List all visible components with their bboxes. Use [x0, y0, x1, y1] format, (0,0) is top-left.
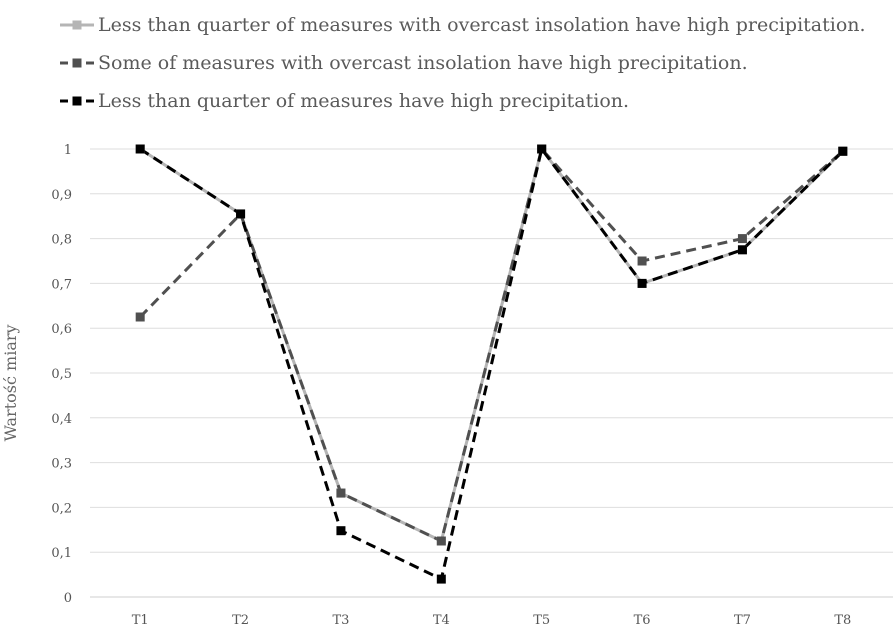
gridlines: [90, 148, 893, 598]
y-tick-label: 0,1: [51, 546, 72, 561]
series-lines: [139, 145, 844, 582]
y-tick-label: 0,7: [51, 277, 72, 292]
y-axis-title: Wartość miary: [1, 324, 20, 441]
data-point: [537, 144, 547, 154]
legend-swatch: [60, 96, 94, 106]
legend-item: Some of measures with overcast insolatio…: [58, 44, 866, 82]
x-tick-label: T8: [834, 613, 851, 628]
data-point: [637, 256, 647, 266]
x-tick-label: T5: [533, 613, 550, 628]
y-tick-label: 0,5: [51, 367, 72, 382]
legend-item: Less than quarter of measures have high …: [58, 82, 866, 120]
data-point: [236, 209, 246, 219]
legend-swatch: [60, 58, 94, 68]
x-tick-label: T3: [332, 613, 349, 628]
x-tick-label: T2: [232, 613, 249, 628]
data-point: [436, 574, 446, 584]
x-tick-label: T6: [634, 613, 651, 628]
data-point: [336, 488, 346, 498]
y-tick-label: 0,3: [51, 457, 72, 472]
legend-label: Some of measures with overcast insolatio…: [98, 52, 748, 74]
legend-label: Less than quarter of measures with overc…: [98, 14, 866, 36]
chart-legend: Less than quarter of measures with overc…: [58, 6, 866, 120]
y-tick-label: 0,2: [51, 501, 72, 516]
data-point: [336, 526, 346, 536]
series-markers: [135, 144, 848, 584]
data-point: [737, 234, 747, 244]
data-point: [135, 144, 145, 154]
data-point: [737, 245, 747, 255]
data-point: [436, 536, 446, 546]
y-tick-label: 0,8: [51, 233, 72, 248]
series-line-3: [139, 145, 844, 582]
y-tick-label: 1: [64, 143, 72, 158]
series-line-2: [139, 145, 844, 544]
x-tick-label: T1: [132, 613, 149, 628]
y-tick-label: 0,9: [51, 188, 72, 203]
legend-item: Less than quarter of measures with overc…: [58, 6, 866, 44]
data-point: [135, 312, 145, 322]
y-tick-label: 0,4: [51, 412, 72, 427]
data-point: [838, 146, 848, 156]
legend-label: Less than quarter of measures have high …: [98, 90, 630, 112]
legend-swatch: [60, 20, 94, 30]
y-axis-ticks: 0 0,1 0,2 0,3 0,4 0,5 0,6 0,7 0,8 0,9 1: [51, 143, 72, 606]
data-point: [637, 278, 647, 288]
y-tick-label: 0: [64, 591, 72, 606]
x-axis-ticks: T1 T2 T3 T4 T5 T6 T7 T8: [132, 613, 852, 628]
x-tick-label: T4: [433, 613, 450, 628]
x-tick-label: T7: [734, 613, 751, 628]
y-tick-label: 0,6: [51, 322, 72, 337]
